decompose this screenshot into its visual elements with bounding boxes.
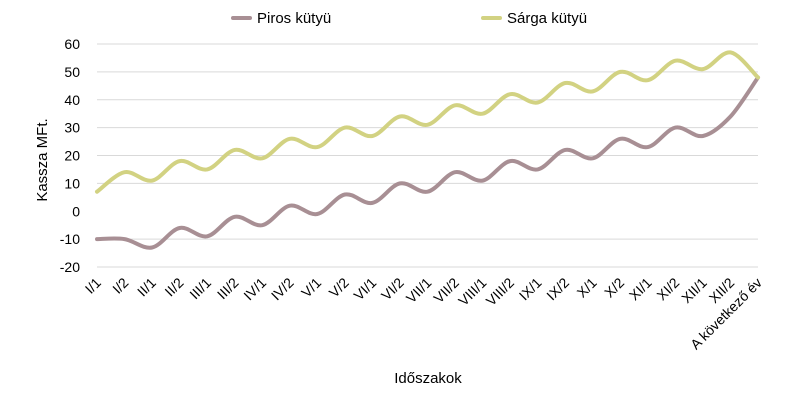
y-axis-title: Kassza MFt. [34, 118, 51, 201]
x-axis-title: Időszakok [394, 370, 462, 387]
x-tick-label: IV/2 [268, 274, 297, 303]
x-tick-label: IV/1 [240, 274, 269, 303]
x-tick-label: VIII/1 [455, 274, 490, 309]
y-tick-label: 0 [72, 203, 80, 219]
y-tick-label: -10 [60, 231, 80, 247]
legend: Piros kütyü Sárga kütyü [231, 10, 587, 27]
y-tick-label: 10 [64, 175, 80, 191]
y-tick-label: -20 [60, 259, 80, 275]
x-tick-label: XI/2 [653, 274, 682, 303]
x-tick-label: V/2 [326, 274, 352, 300]
y-axis-ticks: -20 -10 0 10 20 30 40 50 60 [60, 36, 80, 275]
x-tick-label: VI/2 [378, 274, 407, 303]
y-tick-label: 30 [64, 120, 80, 136]
legend-label: Piros kütyü [257, 10, 331, 27]
x-tick-label: V/1 [298, 274, 324, 300]
y-tick-label: 40 [64, 92, 80, 108]
x-tick-label: III/1 [186, 274, 214, 302]
y-tick-label: 60 [64, 36, 80, 52]
x-tick-label: IX/2 [543, 274, 572, 303]
x-tick-label: II/2 [161, 274, 186, 299]
x-tick-label: VIII/2 [483, 274, 518, 309]
x-tick-label: VII/1 [403, 274, 435, 306]
series-line-sarga [95, 50, 760, 194]
series-line-piros [95, 75, 760, 250]
x-axis-ticks: I/1 I/2 II/1 II/2 III/1 III/2IV/1IV/2 V/1 V/2VI… [82, 274, 765, 352]
x-tick-label: VI/1 [350, 274, 379, 303]
x-tick-label: X/2 [601, 274, 627, 300]
x-tick-label: II/1 [134, 274, 159, 299]
x-tick-label: VII/2 [430, 274, 462, 306]
x-tick-label: XII/1 [678, 274, 710, 306]
gridlines [97, 43, 758, 268]
x-tick-label: IX/1 [516, 274, 545, 303]
x-tick-label: X/1 [574, 274, 600, 300]
x-tick-label: I/2 [109, 274, 131, 296]
x-tick-label: III/2 [214, 274, 242, 302]
x-tick-label: I/1 [82, 274, 104, 296]
legend-label: Sárga kütyü [507, 10, 587, 27]
x-tick-label: XI/1 [626, 274, 655, 303]
y-tick-label: 20 [64, 148, 80, 164]
y-tick-label: 50 [64, 64, 80, 80]
series-lines [95, 50, 760, 250]
